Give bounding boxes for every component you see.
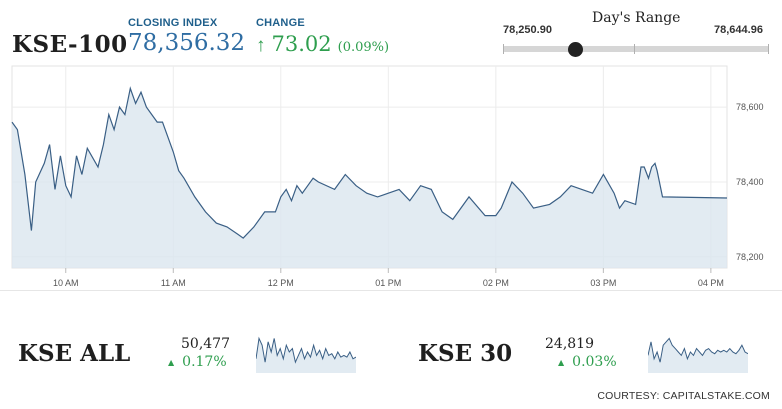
closing-index-label: CLOSING INDEX [128, 17, 218, 29]
x-tick-label: 04 PM [698, 278, 724, 288]
days-range-title: Day's Range [592, 10, 681, 26]
kse-30-change: ▲ 0.03% [558, 354, 617, 370]
intraday-chart: 10 AM 11 AM 12 PM 01 PM 02 PM 03 PM 04 PM 78,20… [11, 65, 764, 288]
kse-all-sparkline [256, 336, 356, 373]
index-area [12, 88, 727, 269]
up-triangle-icon: ▲ [558, 357, 565, 367]
change-row: ↑ 73.02 (0.09%) [256, 32, 389, 57]
days-range-marker [567, 42, 583, 57]
courtesy-text: COURTESY: CAPITALSTAKE.COM [597, 390, 770, 402]
kse-all-value: 50,477 [181, 336, 230, 352]
x-tick-label: 10 AM [53, 278, 79, 288]
kse-30-change-pct: 0.03% [572, 354, 617, 370]
index-name: KSE-100 [12, 31, 128, 58]
kse-all-title: KSE ALL [18, 340, 131, 367]
days-range-track [503, 46, 769, 52]
x-tick-label: 11 AM [161, 278, 186, 288]
days-range-high: 78,644.96 [714, 24, 763, 36]
kse-30-title: KSE 30 [418, 340, 513, 367]
kse-all-change-pct: 0.17% [182, 354, 227, 370]
up-arrow-icon: ↑ [256, 35, 266, 56]
index-line [11, 86, 728, 239]
x-tick-label: 02 PM [483, 278, 509, 288]
kse-all-change: ▲ 0.17% [168, 354, 227, 370]
change-label: CHANGE [256, 17, 305, 29]
up-triangle-icon: ▲ [168, 357, 175, 367]
change-percent: (0.09%) [337, 40, 390, 55]
y-tick-label: 78,200 [736, 252, 764, 262]
kse-30-sparkline [648, 337, 748, 373]
x-tick-label: 03 PM [590, 278, 616, 288]
range-tick [634, 44, 635, 54]
days-range-low: 78,250.90 [503, 24, 552, 36]
y-tick-label: 78,600 [736, 102, 764, 112]
change-value: 73.02 [271, 32, 332, 56]
kse-30-value: 24,819 [545, 336, 594, 352]
closing-index-value: 78,356.32 [128, 30, 246, 56]
sparkline-line [648, 337, 748, 363]
sparkline-area [648, 338, 748, 373]
range-tick [503, 44, 504, 54]
y-tick-label: 78,400 [736, 177, 764, 187]
divider [0, 290, 782, 291]
sparkline-line [256, 336, 356, 364]
x-tick-label: 12 PM [268, 278, 294, 288]
x-tick-label: 01 PM [375, 278, 401, 288]
range-tick [768, 44, 769, 54]
